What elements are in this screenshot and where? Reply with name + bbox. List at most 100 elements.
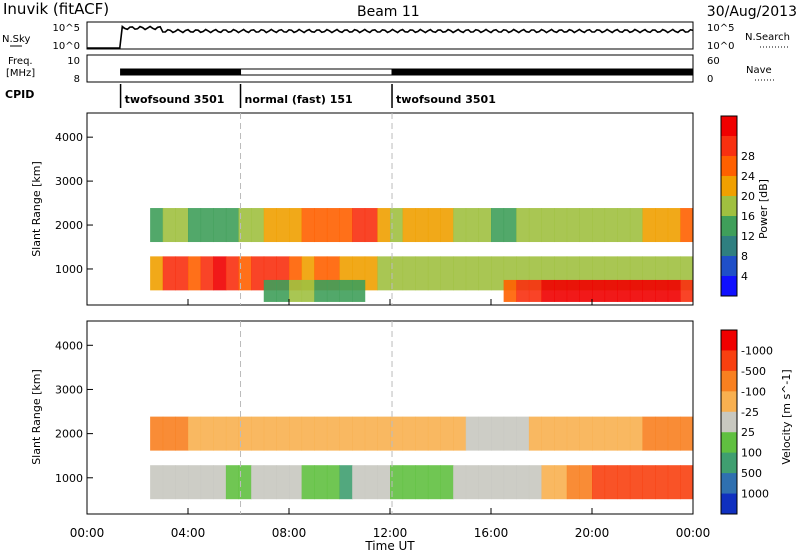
colorbar-tick-5: 24 (741, 170, 755, 183)
colorbar-swatch-8 (721, 493, 737, 515)
heatmap-cell (402, 416, 416, 451)
heatmap-cell (667, 208, 681, 243)
date-title: 30/Aug/2013 (707, 4, 797, 20)
heatmap-cell (617, 279, 631, 302)
heatmap-cell (175, 208, 189, 243)
velocity-axes: 1000 2000 3000 4000 (55, 321, 694, 514)
colorbar-swatch-2 (721, 370, 737, 392)
heatmap-cell (251, 465, 265, 500)
heatmap-cell (289, 416, 303, 451)
nsky-tick-top: 10^5 (53, 23, 80, 34)
colorbar-swatch-5 (721, 432, 737, 454)
heatmap-cell (377, 256, 391, 291)
freq-bar-1 (240, 68, 393, 76)
heatmap-cell (516, 279, 530, 302)
heatmap-cell (225, 465, 239, 500)
heatmap-cell (503, 208, 517, 243)
heatmap-cell (566, 208, 580, 243)
power-ylabel: Slant Range [km] (30, 161, 43, 257)
colorbar-tick-6: 28 (741, 150, 755, 163)
colorbar-frame (720, 115, 738, 297)
heatmap-cell (276, 279, 290, 302)
colorbar-tick-0: 1000 (741, 488, 769, 501)
power-colorbar: 4 8 12 16 20 24 28 (720, 115, 755, 297)
nave-tick-top: 60 (707, 56, 720, 67)
heatmap-cell (402, 208, 416, 243)
heatmap-cell (326, 208, 340, 243)
y-tick-label-1: 2000 (55, 219, 83, 232)
y-tick-label-3: 4000 (55, 131, 83, 144)
heatmap-cell (491, 256, 505, 291)
heatmap-cell (642, 465, 656, 500)
heatmap-cell (175, 256, 189, 291)
heatmap-cell (402, 256, 416, 291)
heatmap-cell (289, 279, 303, 302)
heatmap-cell (188, 465, 202, 500)
heatmap-cell (276, 465, 290, 500)
heatmap-cell (667, 279, 681, 302)
heatmap-cell (541, 208, 555, 243)
heatmap-cell (263, 416, 277, 451)
heatmap-cell (150, 416, 164, 451)
heatmap-cell (604, 279, 618, 302)
heatmap-cell (427, 465, 441, 500)
heatmap-cell (503, 465, 517, 500)
colorbar-swatch-1 (721, 350, 737, 372)
heatmap-cell (427, 256, 441, 291)
cpid-segment-label-0: twofsound 3501 (125, 93, 225, 106)
heatmap-cell (263, 279, 277, 302)
x-tick-label-4: 16:00 (474, 526, 509, 540)
heatmap-cell (352, 416, 366, 451)
colorbar-tick-0: 4 (741, 270, 748, 283)
heatmap-cell (251, 416, 265, 451)
heatmap-cell (680, 279, 693, 302)
x-axis-ticks: 00:00 04:00 08:00 12:00 16:00 20:00 00:00 (70, 526, 711, 540)
beam-title: Beam 11 (357, 4, 420, 20)
heatmap-cell (427, 416, 441, 451)
heatmap-cell (238, 256, 252, 291)
heatmap-cell (528, 208, 542, 243)
heatmap-cell (604, 465, 618, 500)
colorbar-swatch-4 (721, 411, 737, 433)
colorbar-swatch-7 (721, 256, 737, 277)
colorbar-swatch-7 (721, 473, 737, 495)
heatmap-cell (377, 465, 391, 500)
heatmap-cell (301, 416, 315, 451)
heatmap-cell (655, 279, 669, 302)
heatmap-cell (667, 416, 681, 451)
heatmap-cell (667, 465, 681, 500)
heatmap-cell (680, 416, 693, 451)
heatmap-cell (238, 208, 252, 243)
noise-trace (87, 25, 694, 49)
y-tick-label-2: 3000 (55, 383, 83, 396)
x-tick-label-3: 12:00 (373, 526, 408, 540)
heatmap-cell (301, 279, 315, 302)
colorbar-swatch-2 (721, 156, 737, 177)
heatmap-cell (200, 208, 214, 243)
heatmap-cell (491, 465, 505, 500)
heatmap-cell (314, 465, 328, 500)
heatmap-cell (200, 416, 214, 451)
heatmap-cell (364, 208, 378, 243)
freq-bar-2 (391, 68, 694, 76)
heatmap-cell (314, 416, 328, 451)
heatmap-cell (554, 465, 568, 500)
heatmap-cell (276, 416, 290, 451)
heatmap-cell (617, 208, 631, 243)
heatmap-cell (491, 208, 505, 243)
heatmap-cell (162, 416, 176, 451)
heatmap-cell (465, 208, 479, 243)
x-tick-label-1: 04:00 (171, 526, 206, 540)
y-tick-label-2: 3000 (55, 175, 83, 188)
heatmap-cell (150, 256, 164, 291)
heatmap-cell (440, 465, 454, 500)
colorbar-tick-2: 100 (741, 447, 762, 460)
heatmap-cell (629, 208, 643, 243)
colorbar-tick-4: 20 (741, 190, 755, 203)
velocity-colorbar: 1000 500 100 25 -25 -100 -500 -1000 (720, 329, 773, 515)
heatmap-cell (528, 416, 542, 451)
nsearch-tick-bottom: 10^0 (707, 41, 734, 52)
heatmap-cell (390, 256, 404, 291)
colorbar-frame (720, 329, 738, 515)
